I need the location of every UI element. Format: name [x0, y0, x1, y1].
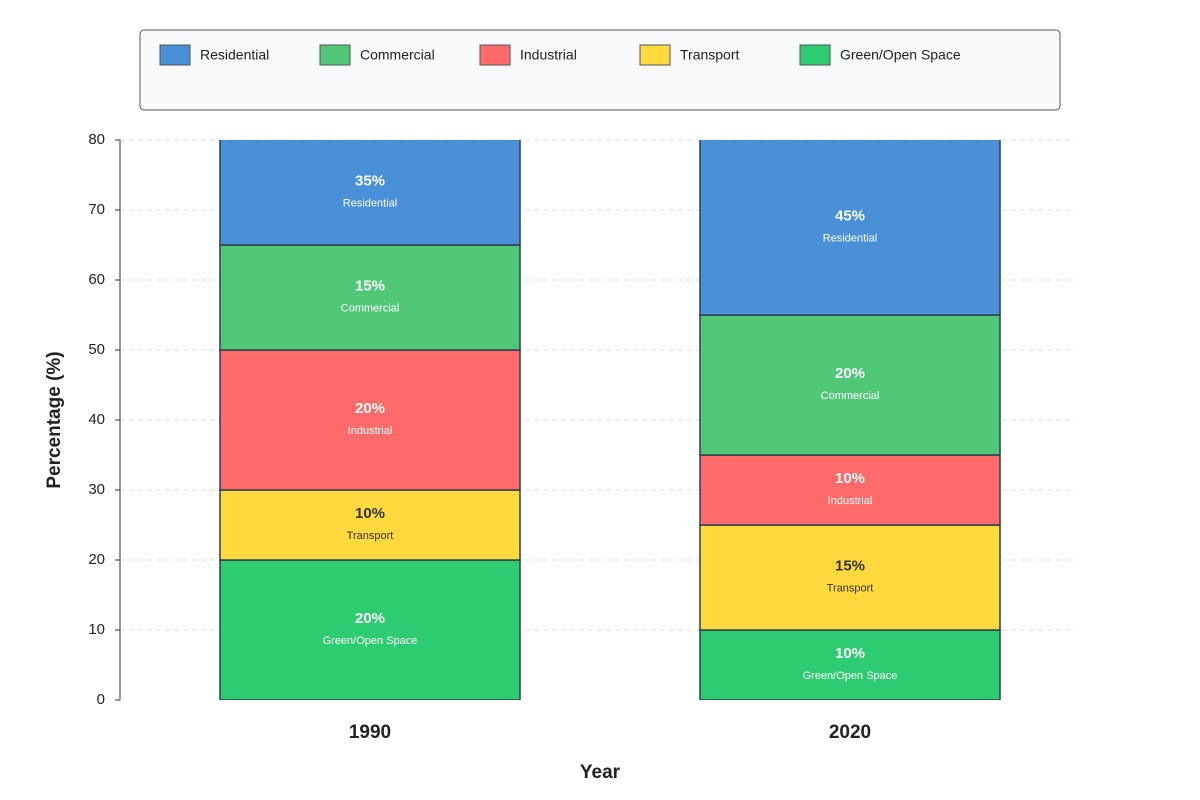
legend-label: Green/Open Space [840, 47, 961, 63]
legend-label: Residential [200, 47, 269, 63]
segment-name: Residential [823, 232, 877, 244]
y-tick-label: 40 [88, 411, 105, 428]
value-label: 45% [835, 207, 865, 224]
segment-name: Transport [827, 582, 874, 594]
bar-segment [219, 489, 521, 561]
value-label: 15% [835, 557, 865, 574]
legend-label: Transport [680, 47, 740, 63]
value-label: 20% [835, 365, 865, 382]
y-tick-label: 80 [88, 131, 105, 148]
x-tick-label: 1990 [349, 722, 391, 743]
y-tick-label: 10 [88, 621, 105, 638]
segment-name: Green/Open Space [803, 670, 898, 682]
segment-name: Residential [343, 197, 397, 209]
segment-name: Industrial [348, 425, 393, 437]
y-tick-label: 50 [88, 341, 105, 358]
y-tick-label: 60 [88, 271, 105, 288]
legend-swatch [159, 44, 191, 66]
segment-name: Commercial [341, 302, 400, 314]
bar-segment [699, 454, 1001, 526]
value-label: 10% [835, 470, 865, 487]
bar-segment [699, 314, 1001, 456]
legend-swatch [799, 44, 831, 66]
bar-segment [219, 349, 521, 491]
y-axis-title: Percentage (%) [44, 351, 65, 488]
segment-name: Transport [347, 530, 394, 542]
x-tick-label: 2020 [829, 722, 871, 743]
bars [219, 140, 1001, 700]
bar-segment [699, 629, 1001, 700]
segment-name: Commercial [821, 390, 880, 402]
y-tick-label: 0 [97, 691, 105, 708]
value-label: 10% [355, 505, 385, 522]
value-label: 15% [355, 277, 385, 294]
value-label: 35% [355, 172, 385, 189]
bar-segment [699, 140, 1001, 316]
y-tick-label: 70 [88, 201, 105, 218]
legend-swatch [319, 44, 351, 66]
value-label: 10% [835, 645, 865, 662]
legend-label: Commercial [360, 47, 435, 63]
y-tick-label: 30 [88, 481, 105, 498]
segment-name: Industrial [828, 495, 873, 507]
value-label: 20% [355, 610, 385, 627]
x-axis-title: Year [580, 762, 621, 783]
legend-swatch [639, 44, 671, 66]
bar-segment [219, 244, 521, 351]
legend-label: Industrial [520, 47, 577, 63]
bar-segment [219, 559, 521, 700]
bar-segment [219, 140, 521, 246]
bar-segment [699, 524, 1001, 631]
segment-name: Green/Open Space [323, 635, 418, 647]
legend-box [139, 29, 1061, 111]
legend-swatch [479, 44, 511, 66]
value-label: 20% [355, 400, 385, 417]
y-tick-label: 20 [88, 551, 105, 568]
